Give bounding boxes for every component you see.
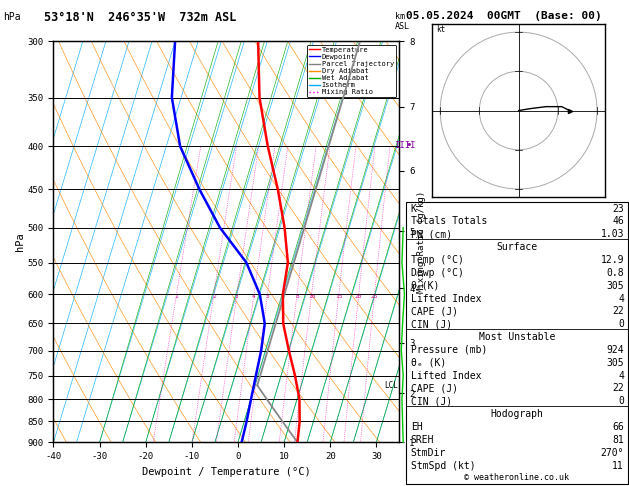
Legend: Temperature, Dewpoint, Parcel Trajectory, Dry Adiabat, Wet Adiabat, Isotherm, Mi: Temperature, Dewpoint, Parcel Trajectory… — [307, 45, 396, 97]
Text: 12.9: 12.9 — [601, 255, 624, 265]
Text: 15: 15 — [335, 295, 343, 299]
Text: EH: EH — [411, 422, 423, 432]
Text: 1: 1 — [175, 295, 179, 299]
Text: Most Unstable: Most Unstable — [479, 332, 555, 342]
Text: Lifted Index: Lifted Index — [411, 371, 481, 381]
Text: 0: 0 — [618, 319, 624, 329]
Text: CAPE (J): CAPE (J) — [411, 383, 458, 394]
Text: 10: 10 — [308, 295, 315, 299]
Text: 23: 23 — [612, 204, 624, 214]
Text: 0: 0 — [618, 396, 624, 406]
Text: 0.8: 0.8 — [606, 268, 624, 278]
Text: © weatheronline.co.uk: © weatheronline.co.uk — [464, 473, 569, 482]
Text: 924: 924 — [606, 345, 624, 355]
Text: Temp (°C): Temp (°C) — [411, 255, 464, 265]
Text: 270°: 270° — [601, 448, 624, 458]
Text: Hodograph: Hodograph — [490, 409, 543, 419]
Text: hPa: hPa — [3, 12, 21, 22]
Text: 05.05.2024  00GMT  (Base: 00): 05.05.2024 00GMT (Base: 00) — [406, 11, 601, 21]
Text: kt: kt — [437, 25, 445, 34]
Text: 4: 4 — [252, 295, 256, 299]
Text: Totals Totals: Totals Totals — [411, 216, 487, 226]
Text: 3: 3 — [235, 295, 239, 299]
Text: 81: 81 — [612, 435, 624, 445]
Text: CIN (J): CIN (J) — [411, 319, 452, 329]
X-axis label: Dewpoint / Temperature (°C): Dewpoint / Temperature (°C) — [142, 467, 311, 477]
Text: km
ASL: km ASL — [395, 12, 410, 31]
Text: 2: 2 — [212, 295, 216, 299]
Text: 66: 66 — [612, 422, 624, 432]
Text: CIN (J): CIN (J) — [411, 396, 452, 406]
Y-axis label: hPa: hPa — [15, 232, 25, 251]
Text: Pressure (mb): Pressure (mb) — [411, 345, 487, 355]
Text: StmSpd (kt): StmSpd (kt) — [411, 461, 476, 470]
Text: 22: 22 — [612, 383, 624, 394]
Text: 46: 46 — [612, 216, 624, 226]
Text: 22: 22 — [612, 306, 624, 316]
Text: Lifted Index: Lifted Index — [411, 294, 481, 304]
Text: PW (cm): PW (cm) — [411, 229, 452, 239]
Y-axis label: Mixing Ratio (g/kg): Mixing Ratio (g/kg) — [417, 191, 426, 293]
Text: 25: 25 — [370, 295, 378, 299]
Text: Dewp (°C): Dewp (°C) — [411, 268, 464, 278]
Text: θₑ(K): θₑ(K) — [411, 281, 440, 291]
Text: K: K — [411, 204, 416, 214]
Text: LCL: LCL — [384, 381, 398, 390]
Text: θₑ (K): θₑ (K) — [411, 358, 446, 368]
Text: 4: 4 — [618, 371, 624, 381]
Text: 4: 4 — [618, 294, 624, 304]
Text: 305: 305 — [606, 358, 624, 368]
Text: 1.03: 1.03 — [601, 229, 624, 239]
Text: 53°18'N  246°35'W  732m ASL: 53°18'N 246°35'W 732m ASL — [44, 11, 237, 24]
Text: CAPE (J): CAPE (J) — [411, 306, 458, 316]
Text: IIII: IIII — [394, 141, 415, 150]
Text: 20: 20 — [355, 295, 362, 299]
Text: 8: 8 — [295, 295, 299, 299]
Text: Surface: Surface — [496, 242, 537, 252]
Text: SREH: SREH — [411, 435, 434, 445]
Text: •: • — [405, 140, 411, 150]
Text: 5: 5 — [265, 295, 269, 299]
Text: StmDir: StmDir — [411, 448, 446, 458]
Text: 11: 11 — [612, 461, 624, 470]
Text: 305: 305 — [606, 281, 624, 291]
